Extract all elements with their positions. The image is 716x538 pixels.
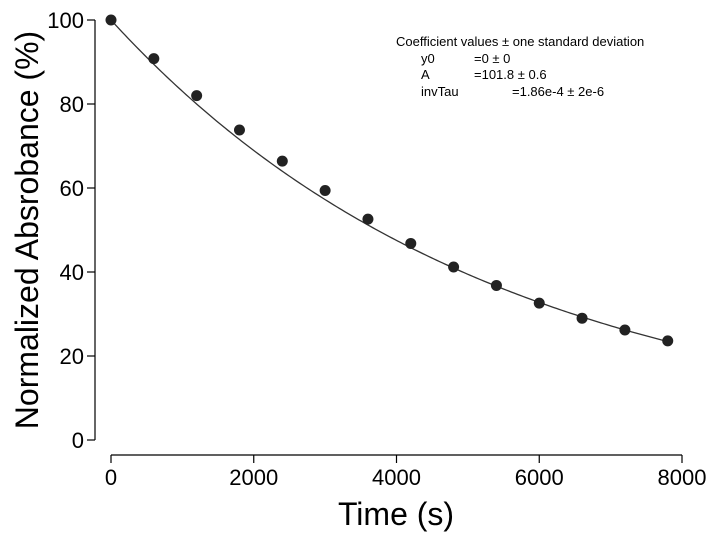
coef-value-a: =101.8 ± 0.6	[474, 67, 547, 82]
coef-value-invtau: =1.86e-4 ± 2e-6	[512, 84, 604, 99]
data-point	[105, 14, 117, 26]
x-tick-label: 6000	[515, 465, 564, 490]
data-point	[405, 237, 417, 249]
y-axis-title: Normalized Absrobance (%)	[9, 31, 45, 429]
y-tick-label: 20	[60, 344, 84, 369]
data-point	[191, 90, 203, 102]
y-tick-label: 80	[60, 92, 84, 117]
y-tick-label: 100	[47, 8, 84, 33]
data-point	[448, 261, 460, 273]
fit-curve-layer	[110, 19, 668, 343]
annotation-heading: Coefficient values ± one standard deviat…	[396, 34, 644, 49]
coefficient-annotation: Coefficient values ± one standard deviat…	[396, 34, 644, 99]
coef-value-y0: =0 ± 0	[474, 51, 510, 66]
data-point	[619, 324, 631, 336]
y-tick-label: 60	[60, 176, 84, 201]
data-point	[276, 155, 288, 167]
data-points-layer	[105, 14, 674, 347]
y-tick-label: 40	[60, 260, 84, 285]
coef-name-y0: y0	[421, 51, 435, 66]
data-point	[576, 312, 588, 324]
data-point	[362, 213, 374, 225]
data-point	[490, 279, 502, 291]
x-tick-label: 4000	[372, 465, 421, 490]
axes-layer: 0 20 40 60 80 100 0 2000 4000 6000 8000	[47, 8, 706, 490]
data-point	[662, 335, 674, 347]
data-point	[233, 124, 245, 136]
x-axis-title: Time (s)	[338, 496, 454, 532]
coef-name-invtau: invTau	[421, 84, 459, 99]
data-point	[148, 53, 160, 65]
data-point	[533, 297, 545, 309]
fit-curve-line	[110, 19, 668, 343]
y-tick-label: 0	[72, 428, 84, 453]
x-tick-label: 0	[105, 465, 117, 490]
data-point	[319, 185, 331, 197]
x-tick-label: 8000	[658, 465, 707, 490]
coef-name-a: A	[421, 67, 430, 82]
x-tick-label: 2000	[229, 465, 278, 490]
